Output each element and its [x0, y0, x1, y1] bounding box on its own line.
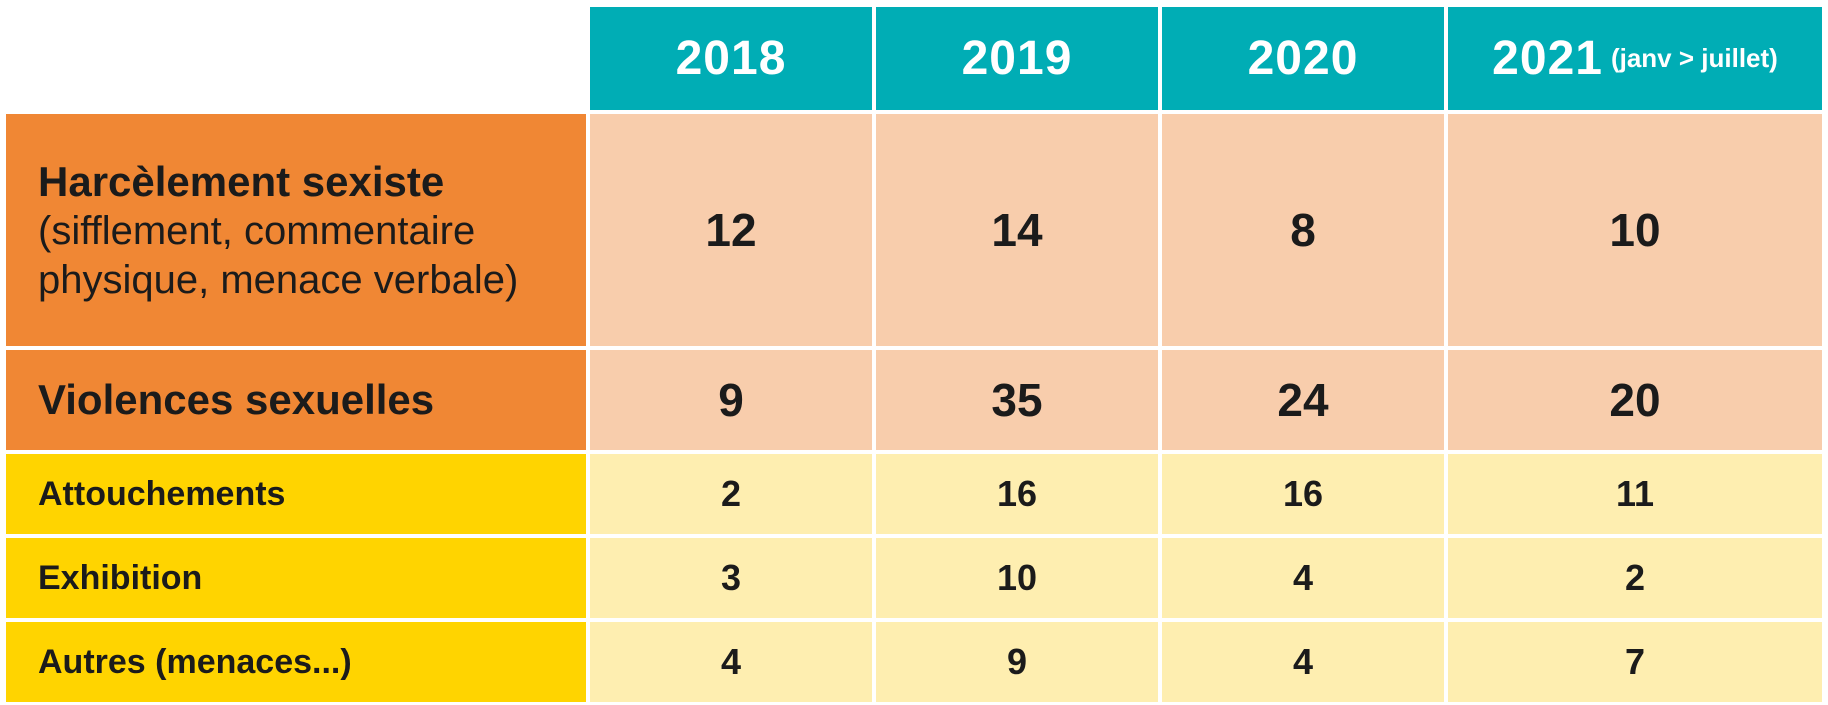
column-year: 2018: [675, 32, 787, 85]
value-text: 2: [720, 473, 742, 514]
row-label-exhibition: Exhibition: [6, 538, 586, 618]
value-text: 8: [1290, 204, 1316, 256]
value-cell: 20: [1448, 350, 1822, 450]
value-cell: 8: [1162, 114, 1444, 346]
value-text: 12: [705, 204, 757, 256]
value-text: 20: [1609, 374, 1661, 426]
value-cell: 10: [1448, 114, 1822, 346]
column-header-2021: 2021 (janv > juillet): [1448, 7, 1822, 110]
value-cell: 9: [876, 622, 1158, 702]
row-label-attouchements: Attouchements: [6, 454, 586, 534]
value-cell: 2: [590, 454, 872, 534]
column-year: 2021: [1492, 32, 1603, 85]
column-header-2019: 2019: [876, 7, 1158, 110]
row-label-autres: Autres (menaces...): [6, 622, 586, 702]
value-text: 7: [1624, 641, 1646, 682]
value-text: 9: [1006, 641, 1028, 682]
row-subtitle-line1: (sifflement, commentaire: [38, 208, 476, 253]
row-label-violences: Violences sexuelles: [6, 350, 586, 450]
column-note: (janv > juillet): [1610, 43, 1778, 73]
value-cell: 7: [1448, 622, 1822, 702]
value-text: 24: [1277, 374, 1329, 426]
value-cell: 16: [876, 454, 1158, 534]
value-text: 4: [720, 641, 742, 682]
row-title: Exhibition: [38, 558, 203, 597]
row-title: Autres (menaces...): [38, 642, 352, 681]
value-text: 16: [996, 473, 1038, 514]
row-label-harcelement: Harcèlement sexiste (sifflement, comment…: [6, 114, 586, 346]
value-text: 4: [1292, 641, 1314, 682]
value-cell: 4: [1162, 622, 1444, 702]
value-cell: 4: [1162, 538, 1444, 618]
column-year: 2019: [961, 32, 1073, 85]
row-title: Attouchements: [38, 474, 286, 513]
value-cell: 10: [876, 538, 1158, 618]
value-text: 10: [996, 557, 1038, 598]
value-text: 10: [1609, 204, 1661, 256]
value-cell: 12: [590, 114, 872, 346]
value-text: 9: [718, 374, 744, 426]
value-text: 16: [1282, 473, 1324, 514]
row-title: Violences sexuelles: [38, 376, 435, 423]
value-cell: 16: [1162, 454, 1444, 534]
value-text: 2: [1624, 557, 1646, 598]
value-text: 14: [991, 204, 1043, 256]
value-text: 11: [1615, 473, 1655, 514]
value-text: 3: [720, 557, 742, 598]
value-cell: 3: [590, 538, 872, 618]
column-year: 2020: [1247, 32, 1359, 85]
column-header-2020: 2020: [1162, 7, 1444, 110]
value-text: 4: [1292, 557, 1314, 598]
value-cell: 2: [1448, 538, 1822, 618]
value-cell: 9: [590, 350, 872, 450]
value-cell: 4: [590, 622, 872, 702]
row-subtitle-line2: physique, menace verbale): [38, 257, 519, 302]
column-header-2018: 2018: [590, 7, 872, 110]
value-cell: 35: [876, 350, 1158, 450]
row-title: Harcèlement sexiste: [38, 157, 445, 205]
value-cell: 24: [1162, 350, 1444, 450]
value-cell: 11: [1448, 454, 1822, 534]
value-text: 35: [991, 374, 1043, 426]
value-cell: 14: [876, 114, 1158, 346]
